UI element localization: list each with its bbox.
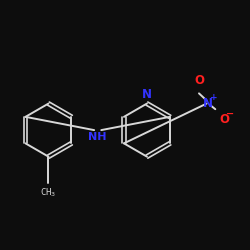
- Text: CH$_3$: CH$_3$: [40, 186, 57, 199]
- Text: O: O: [194, 74, 204, 87]
- Text: −: −: [226, 109, 234, 119]
- Text: N: N: [203, 97, 213, 110]
- Text: N: N: [142, 88, 152, 101]
- Text: NH: NH: [88, 132, 107, 142]
- Text: +: +: [210, 93, 218, 102]
- Text: O: O: [219, 113, 229, 126]
